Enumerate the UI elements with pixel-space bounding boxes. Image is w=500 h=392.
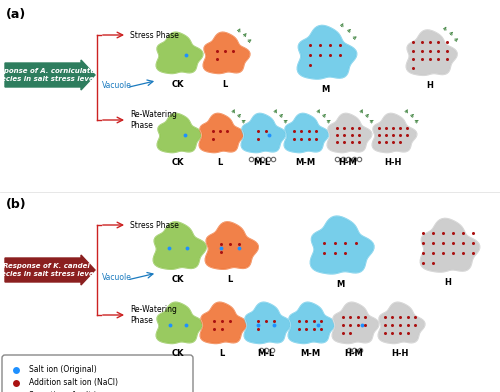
- Polygon shape: [157, 113, 202, 152]
- Text: H: H: [426, 81, 434, 90]
- Text: M: M: [321, 85, 329, 94]
- Text: Vacuole: Vacuole: [102, 274, 132, 283]
- Text: CK: CK: [172, 80, 184, 89]
- Text: L: L: [218, 158, 222, 167]
- FancyArrow shape: [5, 255, 95, 285]
- Polygon shape: [372, 113, 417, 152]
- Text: Stress Phase: Stress Phase: [130, 31, 179, 40]
- Polygon shape: [241, 113, 286, 152]
- Polygon shape: [298, 25, 356, 79]
- Text: Stress Phase: Stress Phase: [130, 221, 179, 229]
- Text: (b): (b): [6, 198, 26, 211]
- Polygon shape: [244, 302, 291, 343]
- Polygon shape: [154, 222, 206, 269]
- Text: Re-Watering
Phase: Re-Watering Phase: [130, 110, 177, 130]
- Text: Response of K. candel
species in salt stress levels: Response of K. candel species in salt st…: [0, 263, 100, 277]
- Polygon shape: [284, 113, 329, 152]
- Text: H-H: H-H: [384, 158, 402, 167]
- Text: M-L: M-L: [254, 158, 270, 167]
- Text: L: L: [220, 349, 224, 358]
- Text: Re-Watering
Phase: Re-Watering Phase: [130, 305, 177, 325]
- Polygon shape: [310, 216, 374, 274]
- Text: L: L: [228, 275, 232, 284]
- Polygon shape: [327, 113, 372, 152]
- Text: CK: CK: [172, 275, 184, 284]
- Text: Salt ion (Original): Salt ion (Original): [29, 365, 97, 374]
- Polygon shape: [200, 302, 247, 343]
- Polygon shape: [406, 30, 457, 75]
- Text: CK: CK: [172, 158, 184, 167]
- Text: M-M: M-M: [295, 158, 315, 167]
- Polygon shape: [156, 32, 203, 74]
- FancyBboxPatch shape: [2, 355, 193, 392]
- Text: L: L: [222, 80, 228, 89]
- Text: H-M: H-M: [338, 158, 357, 167]
- Text: H-H: H-H: [392, 349, 408, 358]
- Polygon shape: [206, 222, 258, 269]
- Polygon shape: [288, 302, 335, 343]
- Text: M-M: M-M: [300, 349, 320, 358]
- FancyArrow shape: [5, 60, 95, 90]
- Polygon shape: [203, 32, 250, 74]
- Polygon shape: [378, 302, 425, 343]
- Text: M-L: M-L: [258, 349, 274, 358]
- Polygon shape: [199, 113, 244, 152]
- Text: (a): (a): [6, 8, 26, 21]
- Text: H-M: H-M: [344, 349, 364, 358]
- Text: H: H: [444, 278, 452, 287]
- Polygon shape: [420, 218, 480, 272]
- Text: Response of A. corniculatum
species in salt stress levels: Response of A. corniculatum species in s…: [0, 68, 103, 82]
- Text: CK: CK: [172, 349, 184, 358]
- Text: Vacuole: Vacuole: [102, 81, 132, 90]
- Polygon shape: [332, 302, 379, 343]
- Text: M: M: [336, 280, 344, 289]
- Text: Addition salt ion (NaCl): Addition salt ion (NaCl): [29, 379, 118, 388]
- Polygon shape: [156, 302, 203, 343]
